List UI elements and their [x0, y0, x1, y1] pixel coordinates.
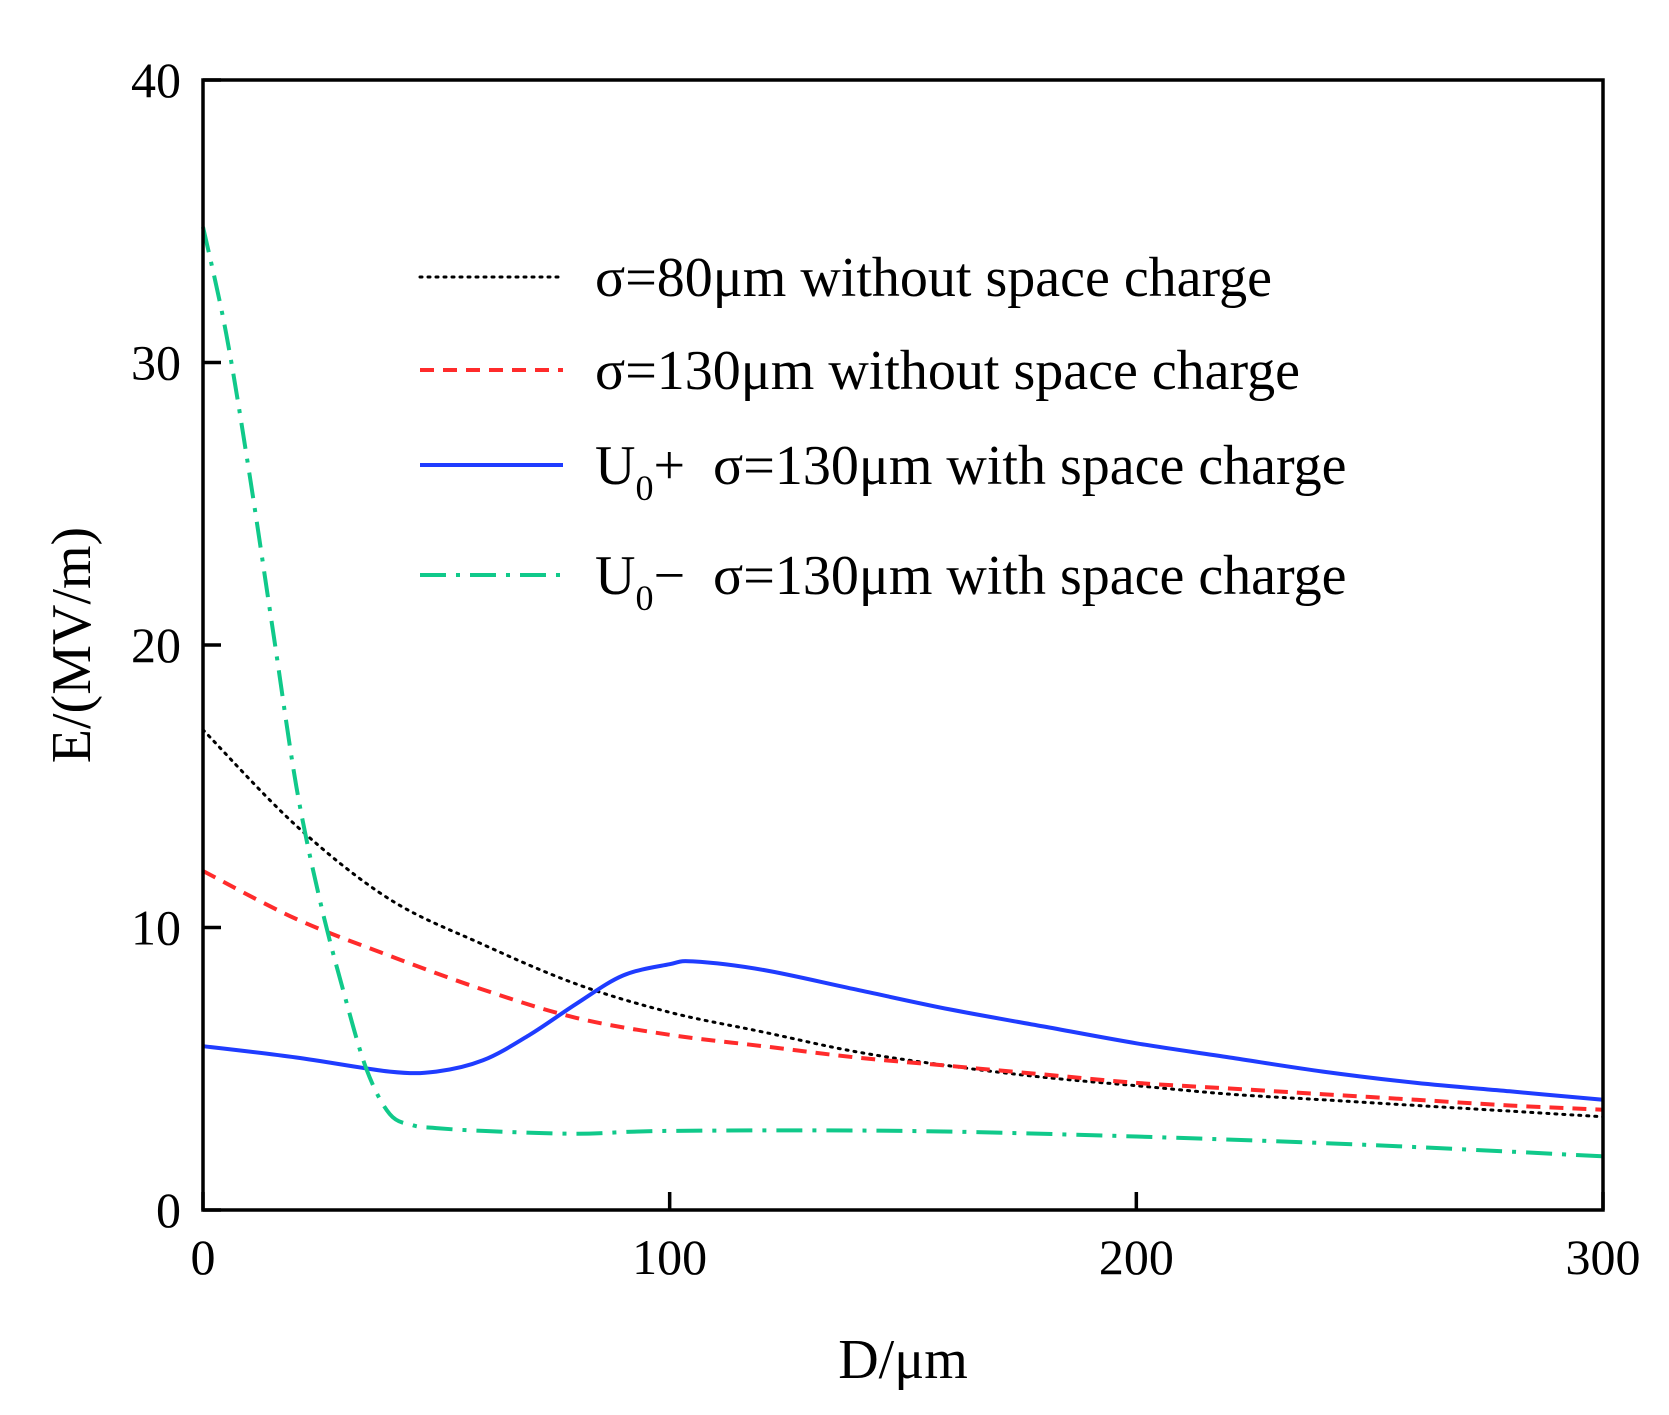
legend-label-sup-3: −: [653, 545, 685, 607]
legend-label-sup-2: +: [653, 435, 685, 497]
legend-label-3: U0− σ=130μm with space charge: [595, 545, 1347, 618]
legend-label-sub-3: 0: [635, 578, 653, 618]
legend-label-rest-2: σ=130μm with space charge: [713, 435, 1346, 497]
y-tick-label-1: 10: [131, 900, 181, 956]
y-axis-title: E/(MV/m): [41, 527, 103, 763]
series-line-0: [201, 728, 1605, 1119]
series-line-2: [202, 959, 1604, 1102]
legend-label-main-2: U: [595, 435, 635, 497]
x-axis-title: D/μm: [838, 1329, 968, 1391]
y-tick-label-3: 30: [131, 335, 181, 391]
x-tick-label-2: 200: [1099, 1229, 1174, 1285]
legend-label-rest-3: σ=130μm with space charge: [713, 545, 1346, 607]
legend-label-0: σ=80μm without space charge: [595, 247, 1272, 309]
legend-label-1: σ=130μm without space charge: [595, 340, 1300, 402]
y-tick-label-0: 0: [156, 1182, 181, 1238]
x-tick-label-1: 100: [632, 1229, 707, 1285]
legend-label-main-3: U: [595, 545, 635, 607]
legend: σ=80μm without space charge σ=130μm witho…: [418, 247, 1347, 618]
legend-label-sub-2: 0: [635, 468, 653, 508]
series-layer: [201, 226, 1605, 1159]
y-tick-label-4: 40: [131, 52, 181, 108]
x-ticks: 0 100 200 300: [191, 1192, 1641, 1285]
y-tick-label-2: 20: [131, 617, 181, 673]
x-tick-label-3: 300: [1566, 1229, 1641, 1285]
y-ticks: 0 10 20 30 40: [131, 52, 221, 1238]
legend-label-2: U0+ σ=130μm with space charge: [595, 435, 1347, 508]
series-line-3: [201, 226, 1604, 1159]
series-line-1: [202, 869, 1604, 1112]
x-tick-label-0: 0: [191, 1229, 216, 1285]
